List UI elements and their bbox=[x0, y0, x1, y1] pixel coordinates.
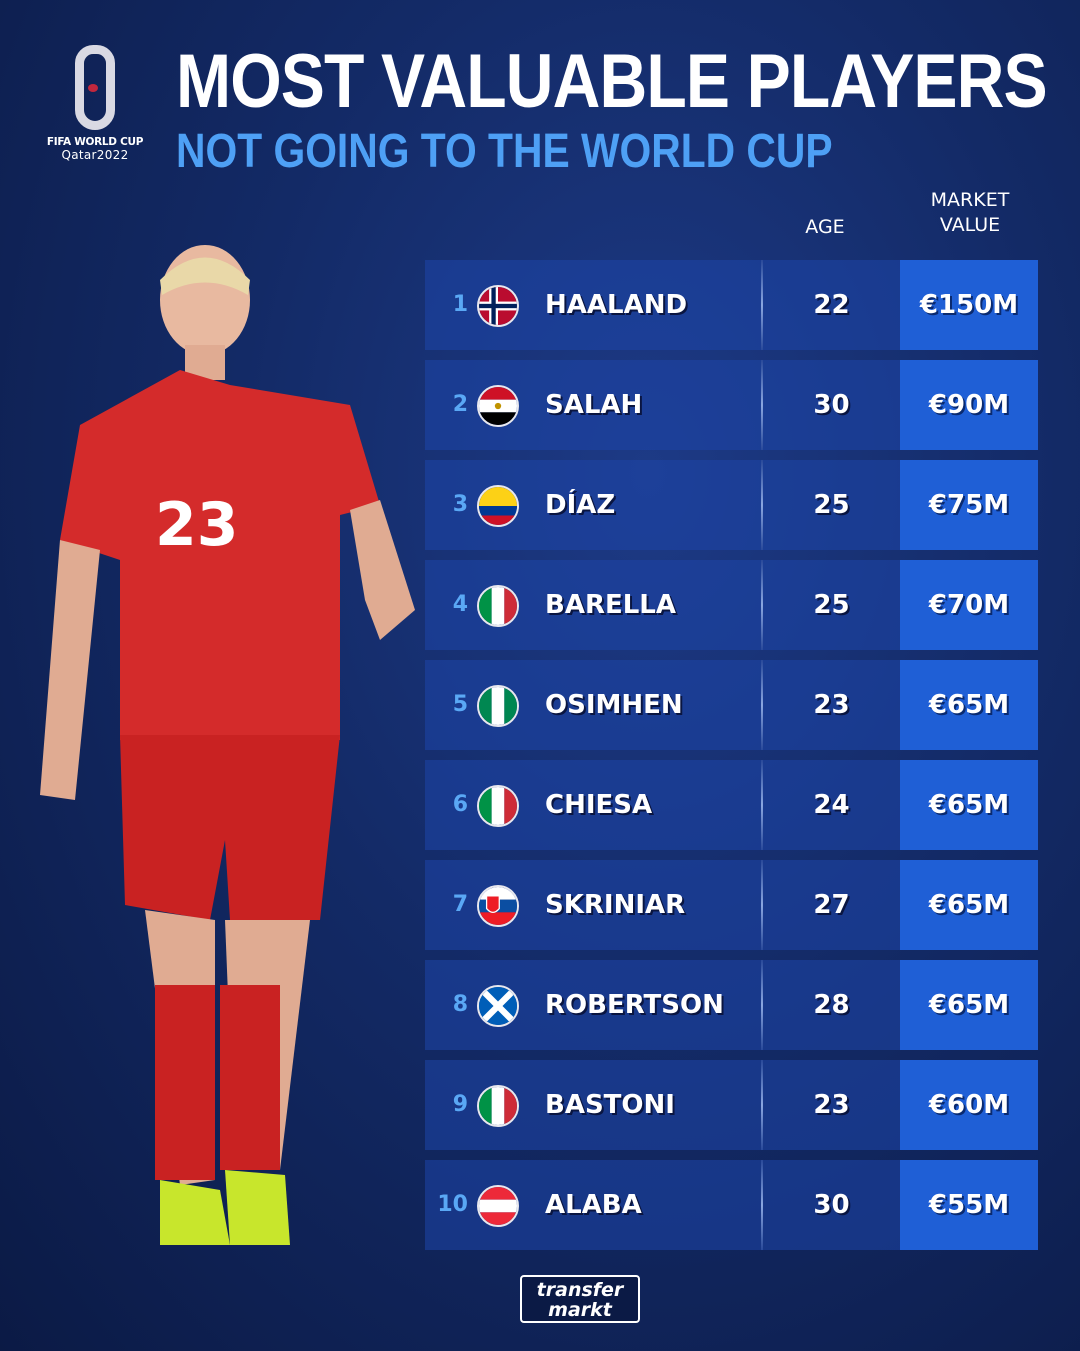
table-row: 5 OSIMHEN 23 €65M bbox=[425, 660, 1038, 750]
market-value: €75M bbox=[900, 460, 1038, 550]
table-row: 2 SALAH 30 €90M bbox=[425, 360, 1038, 450]
flag-norway-icon bbox=[477, 285, 519, 327]
player-age: 25 bbox=[813, 490, 850, 520]
column-divider bbox=[761, 660, 763, 750]
market-value: €55M bbox=[900, 1160, 1038, 1250]
table-row: 8 ROBERTSON 28 €65M bbox=[425, 960, 1038, 1050]
table-row: 10 ALABA 30 €55M bbox=[425, 1160, 1038, 1250]
player-name: SALAH bbox=[545, 390, 643, 420]
market-value: €90M bbox=[900, 360, 1038, 450]
player-age: 24 bbox=[813, 790, 850, 820]
page-title: MOST VALUABLE PLAYERS bbox=[176, 39, 1048, 124]
flag-italy-icon bbox=[477, 585, 519, 627]
brand-line2: markt bbox=[548, 1299, 612, 1321]
logo-text: FIFA WORLD CUP bbox=[46, 136, 144, 148]
player-age: 23 bbox=[813, 1090, 850, 1120]
player-name: ALABA bbox=[545, 1190, 642, 1220]
age-header: AGE bbox=[805, 216, 845, 238]
market-value-header: MARKET VALUE bbox=[905, 188, 1035, 237]
player-age: 30 bbox=[813, 1190, 850, 1220]
column-divider bbox=[761, 960, 763, 1050]
player-name: SKRINIAR bbox=[545, 890, 686, 920]
player-name: OSIMHEN bbox=[545, 690, 683, 720]
rank: 3 bbox=[452, 492, 468, 517]
player-age: 25 bbox=[813, 590, 850, 620]
flag-colombia-icon bbox=[477, 485, 519, 527]
rank: 10 bbox=[437, 1192, 468, 1217]
player-age: 22 bbox=[813, 290, 850, 320]
column-divider bbox=[761, 260, 763, 350]
rank: 4 bbox=[452, 592, 468, 617]
market-value: €150M bbox=[900, 260, 1038, 350]
logo-subtext: Qatar2022 bbox=[61, 148, 129, 162]
rank: 7 bbox=[452, 892, 468, 917]
table-row: 7 SKRINIAR 27 €65M bbox=[425, 860, 1038, 950]
player-name: BARELLA bbox=[545, 590, 676, 620]
rank: 1 bbox=[452, 292, 468, 317]
trophy-emblem-icon bbox=[75, 45, 115, 130]
column-divider bbox=[761, 1060, 763, 1150]
flag-egypt-icon bbox=[477, 385, 519, 427]
flag-scotland-icon bbox=[477, 985, 519, 1027]
column-divider bbox=[761, 360, 763, 450]
market-value: €65M bbox=[900, 860, 1038, 950]
player-age: 30 bbox=[813, 390, 850, 420]
flag-austria-icon bbox=[477, 1185, 519, 1227]
market-value: €60M bbox=[900, 1060, 1038, 1150]
player-name: HAALAND bbox=[545, 290, 688, 320]
market-value: €65M bbox=[900, 960, 1038, 1050]
player-age: 23 bbox=[813, 690, 850, 720]
market-value-header-line2: VALUE bbox=[939, 213, 1001, 236]
column-divider bbox=[761, 860, 763, 950]
column-divider bbox=[761, 460, 763, 550]
rank: 9 bbox=[452, 1092, 468, 1117]
market-value-header-line1: MARKET bbox=[930, 189, 1010, 211]
flag-italy-icon bbox=[477, 1085, 519, 1127]
player-name: ROBERTSON bbox=[545, 990, 724, 1020]
market-value: €65M bbox=[900, 760, 1038, 850]
player-name: DÍAZ bbox=[545, 490, 616, 520]
table-row: 4 BARELLA 25 €70M bbox=[425, 560, 1038, 650]
flag-nigeria-icon bbox=[477, 685, 519, 727]
market-value: €70M bbox=[900, 560, 1038, 650]
table-row: 6 CHIESA 24 €65M bbox=[425, 760, 1038, 850]
player-name: CHIESA bbox=[545, 790, 653, 820]
table-row: 3 DÍAZ 25 €75M bbox=[425, 460, 1038, 550]
page-subtitle: NOT GOING TO THE WORLD CUP bbox=[176, 125, 833, 178]
rank: 6 bbox=[452, 792, 468, 817]
rank: 2 bbox=[452, 392, 468, 417]
player-age: 28 bbox=[813, 990, 850, 1020]
table-row: 1 HAALAND 22 €150M bbox=[425, 260, 1038, 350]
column-divider bbox=[761, 1160, 763, 1250]
rank: 8 bbox=[452, 992, 468, 1017]
shirt-number: 23 bbox=[155, 490, 239, 560]
market-value: €65M bbox=[900, 660, 1038, 750]
table-row: 9 BASTONI 23 €60M bbox=[425, 1060, 1038, 1150]
transfermarkt-logo: transfer markt bbox=[520, 1275, 640, 1323]
brand-line1: transfer bbox=[536, 1279, 624, 1301]
column-divider bbox=[761, 560, 763, 650]
player-image: 23 bbox=[40, 245, 415, 1245]
fifa-world-cup-logo: FIFA WORLD CUP Qatar2022 bbox=[45, 45, 145, 162]
column-divider bbox=[761, 760, 763, 850]
flag-slovakia-icon bbox=[477, 885, 519, 927]
player-age: 27 bbox=[813, 890, 850, 920]
flag-italy-icon bbox=[477, 785, 519, 827]
rank: 5 bbox=[452, 692, 468, 717]
player-name: BASTONI bbox=[545, 1090, 675, 1120]
